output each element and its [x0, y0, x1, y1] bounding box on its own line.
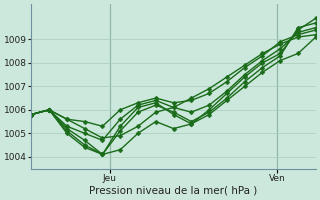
- X-axis label: Pression niveau de la mer( hPa ): Pression niveau de la mer( hPa ): [90, 186, 258, 196]
